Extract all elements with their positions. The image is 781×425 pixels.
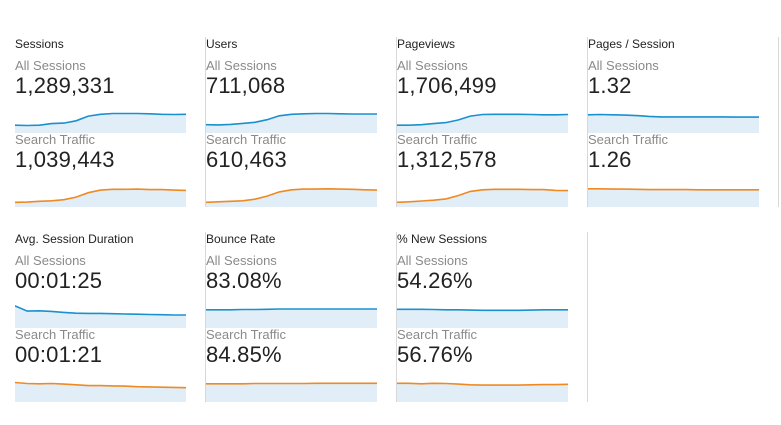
metric-value: 1,039,443	[15, 147, 115, 172]
sparkline	[15, 188, 186, 207]
segment-label: All Sessions	[15, 58, 86, 73]
segment-label: Search Traffic	[588, 132, 668, 147]
segment-label: All Sessions	[397, 58, 468, 73]
metric-card-sessions[interactable]: Sessions All Sessions 1,289,331 Search T…	[15, 37, 206, 207]
sparkline	[588, 188, 759, 207]
metric-title: Users	[206, 37, 238, 51]
sparkline-area	[206, 309, 377, 328]
segment-search-traffic: Search Traffic 56.76%	[397, 327, 568, 402]
sparkline	[15, 381, 186, 402]
segment-label: All Sessions	[206, 58, 277, 73]
sparkline-line	[397, 308, 568, 312]
sparkline-line	[206, 308, 377, 311]
segment-search-traffic: Search Traffic 1,039,443	[15, 132, 186, 207]
segment-search-traffic: Search Traffic 610,463	[206, 132, 377, 207]
sparkline-line	[206, 112, 377, 126]
sparkline-area	[206, 188, 377, 207]
metric-card-avg-session-duration[interactable]: Avg. Session Duration All Sessions 00:01…	[15, 232, 206, 402]
sparkline	[588, 113, 759, 133]
metric-value: 56.76%	[397, 342, 473, 367]
metric-value: 1,289,331	[15, 73, 115, 98]
sparkline-area	[397, 383, 568, 402]
sparkline-area	[206, 113, 377, 133]
sparkline-area	[588, 114, 759, 133]
sparkline-line	[397, 382, 568, 386]
segment-label: All Sessions	[588, 58, 659, 73]
segment-label: All Sessions	[206, 253, 277, 268]
sparkline-line	[588, 113, 759, 118]
sparkline-area	[206, 383, 377, 402]
segment-all-sessions: All Sessions 83.08%	[206, 253, 377, 328]
sparkline-line	[15, 305, 186, 316]
segment-search-traffic: Search Traffic 1.26	[588, 132, 759, 207]
metric-value: 1.26	[588, 147, 632, 172]
metric-title: Pageviews	[397, 37, 456, 51]
segment-label: Search Traffic	[397, 327, 477, 342]
metric-title: Avg. Session Duration	[15, 232, 134, 246]
sparkline-line	[397, 113, 568, 127]
segment-label: Search Traffic	[206, 132, 286, 147]
sparkline	[397, 308, 568, 328]
sparkline-line	[15, 381, 186, 389]
segment-all-sessions: All Sessions 1,289,331	[15, 58, 186, 133]
metric-value: 00:01:21	[15, 342, 103, 367]
segment-all-sessions: All Sessions 54.26%	[397, 253, 568, 328]
metric-card-new-sessions[interactable]: % New Sessions All Sessions 54.26% Searc…	[397, 232, 588, 402]
segment-all-sessions: All Sessions 1.32	[588, 58, 759, 133]
sparkline-area	[397, 189, 568, 207]
segment-label: Search Traffic	[397, 132, 477, 147]
metric-value: 1.32	[588, 73, 632, 98]
sparkline-area	[15, 113, 186, 133]
metric-title: Bounce Rate	[206, 232, 276, 246]
sparkline	[397, 382, 568, 402]
segment-search-traffic: Search Traffic 84.85%	[206, 327, 377, 402]
sparkline-area	[15, 189, 186, 207]
sparkline-line	[588, 188, 759, 191]
segment-all-sessions: All Sessions 1,706,499	[397, 58, 568, 133]
segment-label: Search Traffic	[15, 132, 95, 147]
sparkline	[15, 112, 186, 133]
metric-value: 1,312,578	[397, 147, 497, 172]
metric-value: 84.85%	[206, 342, 282, 367]
sparkline	[206, 187, 377, 207]
sparkline	[206, 112, 377, 133]
sparkline-line	[15, 112, 186, 127]
sparkline-area	[588, 188, 759, 207]
segment-label: Search Traffic	[15, 327, 95, 342]
metric-value: 83.08%	[206, 268, 282, 293]
sparkline	[206, 382, 377, 402]
metric-value: 00:01:25	[15, 268, 103, 293]
metric-value: 1,706,499	[397, 73, 497, 98]
sparkline	[15, 305, 186, 328]
sparkline	[397, 113, 568, 133]
metric-card-pages-per-session[interactable]: Pages / Session All Sessions 1.32 Search…	[588, 37, 779, 207]
metric-card-users[interactable]: Users All Sessions 711,068 Search Traffi…	[206, 37, 397, 207]
sparkline-line	[397, 188, 568, 204]
sparkline-line	[206, 382, 377, 385]
metric-value: 54.26%	[397, 268, 473, 293]
segment-search-traffic: Search Traffic 1,312,578	[397, 132, 568, 207]
sparkline-area	[397, 309, 568, 328]
metric-title: Sessions	[15, 37, 64, 51]
sparkline-line	[206, 187, 377, 204]
segment-all-sessions: All Sessions 00:01:25	[15, 253, 186, 328]
metric-value: 711,068	[206, 73, 286, 98]
segment-search-traffic: Search Traffic 00:01:21	[15, 327, 186, 402]
segment-label: All Sessions	[397, 253, 468, 268]
segment-label: All Sessions	[15, 253, 86, 268]
sparkline	[397, 188, 568, 207]
sparkline-area	[397, 114, 568, 133]
metric-title: Pages / Session	[588, 37, 675, 51]
metric-title: % New Sessions	[397, 232, 488, 246]
sparkline	[206, 308, 377, 328]
sparkline-area	[15, 305, 186, 328]
metric-value: 610,463	[206, 147, 287, 172]
segment-label: Search Traffic	[206, 327, 286, 342]
sparkline-line	[15, 188, 186, 204]
metric-card-bounce-rate[interactable]: Bounce Rate All Sessions 83.08% Search T…	[206, 232, 397, 402]
segment-all-sessions: All Sessions 711,068	[206, 58, 377, 133]
metric-card-pageviews[interactable]: Pageviews All Sessions 1,706,499 Search …	[397, 37, 588, 207]
